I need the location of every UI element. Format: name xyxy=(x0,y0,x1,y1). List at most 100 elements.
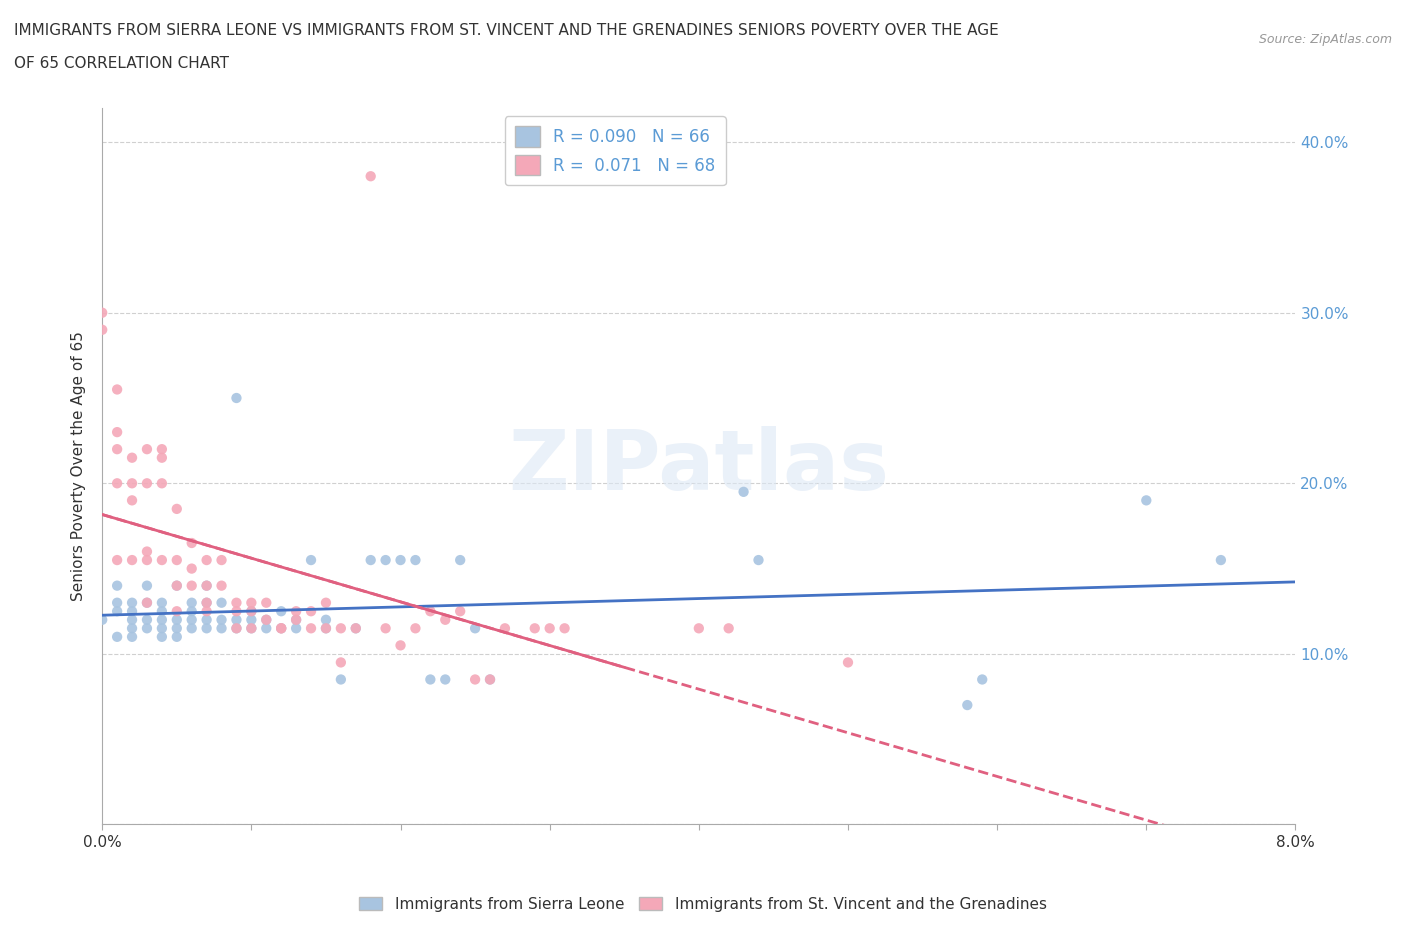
Point xyxy=(150,450,173,465)
Point xyxy=(121,595,143,610)
Point xyxy=(972,672,994,687)
Point xyxy=(240,604,263,618)
Point xyxy=(404,552,426,567)
Point xyxy=(434,672,457,687)
Point xyxy=(270,621,292,636)
Point xyxy=(315,621,337,636)
Point xyxy=(419,672,441,687)
Point xyxy=(270,604,292,618)
Point xyxy=(240,604,263,618)
Point xyxy=(464,672,486,687)
Point xyxy=(538,621,561,636)
Point xyxy=(270,621,292,636)
Point xyxy=(136,621,159,636)
Point xyxy=(195,604,218,618)
Point xyxy=(91,305,114,320)
Point xyxy=(389,552,412,567)
Point xyxy=(225,595,247,610)
Point xyxy=(166,501,188,516)
Point xyxy=(344,621,367,636)
Point xyxy=(270,621,292,636)
Point xyxy=(121,493,143,508)
Text: IMMIGRANTS FROM SIERRA LEONE VS IMMIGRANTS FROM ST. VINCENT AND THE GRENADINES S: IMMIGRANTS FROM SIERRA LEONE VS IMMIGRAN… xyxy=(14,23,998,38)
Point xyxy=(180,612,202,627)
Legend: Immigrants from Sierra Leone, Immigrants from St. Vincent and the Grenadines: Immigrants from Sierra Leone, Immigrants… xyxy=(353,890,1053,918)
Point xyxy=(105,630,128,644)
Point xyxy=(195,621,218,636)
Point xyxy=(121,476,143,491)
Point xyxy=(240,612,263,627)
Point xyxy=(105,595,128,610)
Point xyxy=(150,630,173,644)
Point xyxy=(329,672,352,687)
Point xyxy=(136,552,159,567)
Point xyxy=(733,485,755,499)
Point xyxy=(105,382,128,397)
Point xyxy=(434,612,457,627)
Point xyxy=(180,595,202,610)
Point xyxy=(166,578,188,593)
Point xyxy=(121,612,143,627)
Point xyxy=(254,621,277,636)
Point xyxy=(494,621,516,636)
Point xyxy=(150,621,173,636)
Point xyxy=(150,612,173,627)
Point xyxy=(211,595,233,610)
Point xyxy=(389,638,412,653)
Point xyxy=(91,612,114,627)
Point xyxy=(299,552,322,567)
Point xyxy=(374,621,396,636)
Point xyxy=(688,621,710,636)
Point xyxy=(225,621,247,636)
Text: Source: ZipAtlas.com: Source: ZipAtlas.com xyxy=(1258,33,1392,46)
Point xyxy=(285,612,308,627)
Point xyxy=(121,552,143,567)
Point xyxy=(360,552,382,567)
Y-axis label: Seniors Poverty Over the Age of 65: Seniors Poverty Over the Age of 65 xyxy=(72,331,86,601)
Point xyxy=(285,604,308,618)
Point xyxy=(419,604,441,618)
Point xyxy=(136,476,159,491)
Point xyxy=(211,612,233,627)
Point xyxy=(166,621,188,636)
Point xyxy=(254,595,277,610)
Point xyxy=(329,621,352,636)
Point xyxy=(195,552,218,567)
Point xyxy=(254,612,277,627)
Point xyxy=(180,536,202,551)
Point xyxy=(136,544,159,559)
Point xyxy=(225,604,247,618)
Point xyxy=(166,612,188,627)
Point xyxy=(195,612,218,627)
Point xyxy=(315,595,337,610)
Point xyxy=(105,442,128,457)
Point xyxy=(299,621,322,636)
Point xyxy=(449,604,471,618)
Point xyxy=(121,450,143,465)
Point xyxy=(717,621,740,636)
Point xyxy=(240,595,263,610)
Point xyxy=(166,552,188,567)
Point xyxy=(240,621,263,636)
Point xyxy=(299,604,322,618)
Point xyxy=(211,552,233,567)
Point xyxy=(360,169,382,184)
Point xyxy=(150,552,173,567)
Point xyxy=(329,655,352,670)
Point xyxy=(121,621,143,636)
Point xyxy=(956,698,979,712)
Point xyxy=(1209,552,1232,567)
Point xyxy=(374,552,396,567)
Point xyxy=(479,672,502,687)
Point xyxy=(150,595,173,610)
Point xyxy=(136,442,159,457)
Point xyxy=(150,476,173,491)
Point xyxy=(285,621,308,636)
Point xyxy=(479,672,502,687)
Point xyxy=(105,604,128,618)
Point xyxy=(254,612,277,627)
Point xyxy=(1135,493,1157,508)
Point xyxy=(180,561,202,576)
Point xyxy=(180,578,202,593)
Point xyxy=(105,578,128,593)
